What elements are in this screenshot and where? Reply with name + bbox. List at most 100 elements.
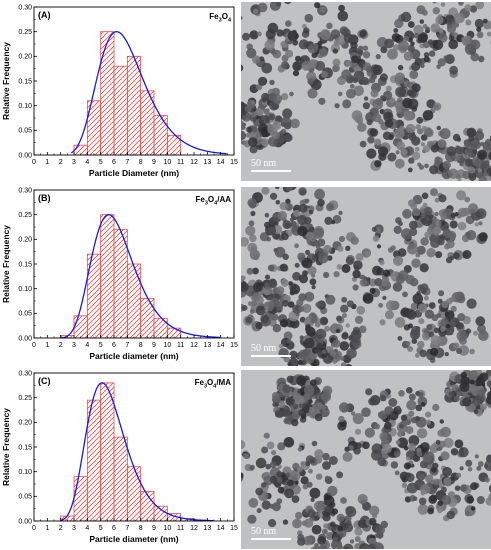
y-tick-label: 0.10 bbox=[18, 286, 32, 293]
x-tick-label: 4 bbox=[85, 159, 89, 166]
histogram-bar bbox=[113, 65, 128, 156]
y-tick-label: 0.20 bbox=[18, 54, 32, 61]
fit-curve bbox=[60, 382, 214, 522]
x-tick-label: 12 bbox=[190, 159, 198, 166]
scale-bar bbox=[251, 538, 291, 540]
x-tick-label: 0 bbox=[32, 342, 36, 349]
particle-group bbox=[241, 2, 491, 181]
y-axis-title: Relative Frequency bbox=[1, 42, 11, 120]
histogram-bar bbox=[73, 315, 88, 339]
sample-label: Fe3O4 bbox=[209, 12, 232, 24]
x-tick-label: 9 bbox=[152, 342, 156, 349]
histogram-bar bbox=[126, 466, 142, 522]
scale-bar-label: 50 nm bbox=[251, 343, 277, 354]
x-tick-label: 15 bbox=[230, 342, 238, 349]
x-tick-label: 13 bbox=[203, 342, 211, 349]
sample-label: Fe3O4/MA bbox=[195, 378, 232, 390]
y-tick-label: 0.20 bbox=[18, 420, 32, 427]
y-tick-label: 0.10 bbox=[18, 469, 32, 476]
x-tick-label: 14 bbox=[217, 525, 225, 532]
y-tick-label: 0.00 bbox=[18, 518, 32, 525]
x-tick-label: 12 bbox=[190, 525, 198, 532]
x-tick-label: 2 bbox=[59, 159, 63, 166]
x-tick-label: 15 bbox=[230, 159, 238, 166]
y-tick-label: 0.05 bbox=[18, 128, 32, 135]
x-tick-label: 6 bbox=[112, 159, 116, 166]
y-tick-label: 0.05 bbox=[18, 494, 32, 501]
x-tick-label: 9 bbox=[152, 525, 156, 532]
x-tick-label: 10 bbox=[163, 342, 171, 349]
histogram-bar bbox=[113, 229, 128, 339]
histogram-bar bbox=[100, 382, 115, 522]
histogram-bar bbox=[126, 263, 142, 339]
y-tick-label: 0.25 bbox=[18, 395, 32, 402]
y-tick-label: 0.15 bbox=[18, 444, 32, 451]
x-tick-label: 3 bbox=[72, 525, 76, 532]
y-tick-label: 0.00 bbox=[18, 335, 32, 342]
x-tick-label: 7 bbox=[125, 342, 129, 349]
histogram-bar bbox=[153, 505, 168, 522]
y-tick-label: 0.30 bbox=[18, 4, 32, 11]
particle-group bbox=[241, 370, 491, 549]
x-tick-label: 11 bbox=[177, 525, 184, 532]
histogram-bar bbox=[153, 115, 168, 156]
x-tick-label: 14 bbox=[217, 159, 225, 166]
scale-bar-label: 50 nm bbox=[251, 158, 277, 169]
x-tick-label: 8 bbox=[139, 342, 143, 349]
tem-image-b: 50 nm bbox=[241, 187, 491, 366]
tem-image-a: 50 nm bbox=[241, 2, 491, 181]
x-tick-label: 0 bbox=[32, 159, 36, 166]
tem-micrograph bbox=[241, 370, 491, 549]
y-tick-label: 0.30 bbox=[18, 370, 32, 377]
y-tick-label: 0.10 bbox=[18, 103, 32, 110]
x-axis-title: Particle diameter (nm) bbox=[89, 534, 178, 544]
x-tick-label: 6 bbox=[112, 342, 116, 349]
histogram-bar bbox=[73, 476, 88, 522]
tem-micrograph bbox=[241, 187, 491, 366]
x-tick-label: 5 bbox=[99, 525, 103, 532]
x-tick-label: 0 bbox=[32, 525, 36, 532]
x-tick-label: 3 bbox=[72, 159, 76, 166]
y-tick-label: 0.00 bbox=[18, 152, 32, 159]
x-tick-label: 4 bbox=[85, 342, 89, 349]
x-tick-label: 3 bbox=[72, 342, 76, 349]
x-tick-label: 7 bbox=[125, 525, 129, 532]
x-tick-label: 2 bbox=[59, 342, 63, 349]
x-tick-label: 5 bbox=[99, 342, 103, 349]
x-tick-label: 1 bbox=[45, 525, 49, 532]
y-axis-title: Relative Frequency bbox=[1, 225, 11, 303]
x-axis-title: Particle diameter (nm) bbox=[89, 351, 178, 361]
histogram-panel-a: 0 1 2 3 4 5 6 7 8 9 10 11 12 13 14 150.000.050.100.150.… bbox=[1, 4, 238, 178]
y-axis-title: Relative Frequency bbox=[1, 408, 11, 486]
x-tick-label: 9 bbox=[152, 159, 156, 166]
histogram-panel-b: 0 1 2 3 4 5 6 7 8 9 10 11 12 13 14 150.000.050.100.150.… bbox=[1, 187, 238, 361]
x-tick-label: 6 bbox=[112, 525, 116, 532]
histogram-bar bbox=[126, 55, 142, 156]
x-tick-label: 11 bbox=[177, 159, 184, 166]
x-tick-label: 12 bbox=[190, 342, 198, 349]
y-tick-label: 0.20 bbox=[18, 237, 32, 244]
x-tick-label: 8 bbox=[139, 159, 143, 166]
panel-label: (C) bbox=[38, 376, 51, 386]
scale-bar-label: 50 nm bbox=[251, 526, 277, 537]
x-axis-title: Particle Diameter (nm) bbox=[89, 168, 179, 178]
y-tick-label: 0.15 bbox=[18, 261, 32, 268]
histogram-panel-c: 0 1 2 3 4 5 6 7 8 9 10 11 12 13 14 150.000.050.100.150.… bbox=[1, 370, 238, 544]
panel-label: (B) bbox=[38, 193, 51, 203]
x-tick-label: 14 bbox=[217, 342, 225, 349]
x-tick-label: 13 bbox=[203, 159, 211, 166]
tem-image-c: 50 nm bbox=[241, 370, 491, 549]
scale-bar bbox=[251, 355, 291, 357]
y-tick-label: 0.05 bbox=[18, 311, 32, 318]
x-tick-label: 5 bbox=[99, 159, 103, 166]
x-tick-label: 4 bbox=[85, 525, 89, 532]
sample-label: Fe3O4/AA bbox=[196, 195, 232, 207]
x-tick-label: 8 bbox=[139, 525, 143, 532]
x-tick-label: 7 bbox=[125, 159, 129, 166]
histogram-bar bbox=[100, 214, 115, 339]
histogram-bar bbox=[113, 436, 128, 522]
y-tick-label: 0.25 bbox=[18, 212, 32, 219]
y-tick-label: 0.30 bbox=[18, 187, 32, 194]
tem-micrograph bbox=[241, 2, 491, 181]
particle-group bbox=[241, 187, 489, 366]
